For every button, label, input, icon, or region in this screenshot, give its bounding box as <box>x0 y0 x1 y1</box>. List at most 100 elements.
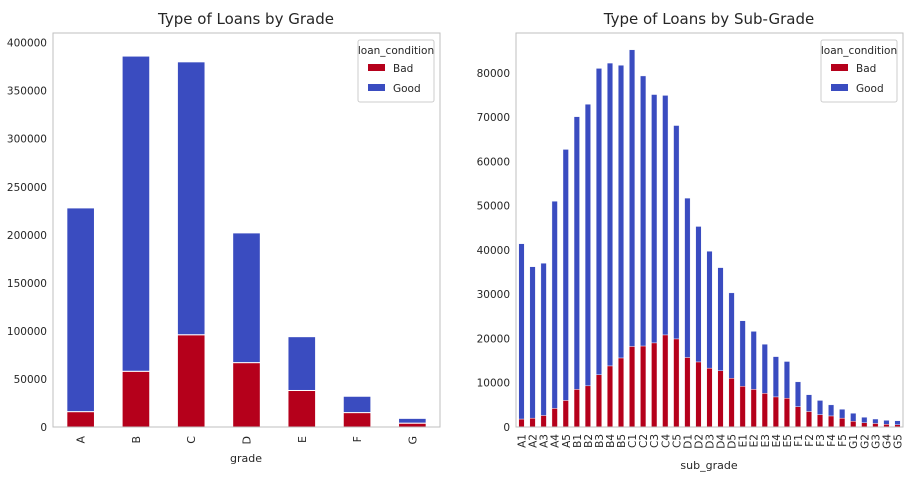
bar-bad-E <box>287 389 317 428</box>
y-tick-label: 20000 <box>477 333 510 345</box>
bar-good-D1 <box>684 197 691 358</box>
bar-bad-E5 <box>783 398 790 428</box>
y-tick-label: 50000 <box>477 201 510 213</box>
x-tick-label: F5 <box>837 434 849 447</box>
plot-frame <box>52 32 441 428</box>
x-tick-label: G <box>406 436 419 445</box>
bar-good-F5 <box>839 409 846 419</box>
x-tick-label: D4 <box>716 434 728 449</box>
y-tick-label: 70000 <box>477 112 510 124</box>
x-tick-label: G1 <box>848 434 860 449</box>
bar-bad-D <box>232 362 261 428</box>
bar-good-F1 <box>794 381 801 407</box>
bar-good-B5 <box>618 65 625 359</box>
bar-good-F4 <box>828 404 835 417</box>
legend-title: loan_condition <box>358 45 434 57</box>
x-tick-label: A3 <box>539 434 551 448</box>
bar-bad-B <box>121 370 151 428</box>
bar-bad-F2 <box>806 411 812 428</box>
chart-title: Type of Loans by Sub-Grade <box>603 10 814 28</box>
x-tick-label: F1 <box>793 434 805 447</box>
bar-bad-B1 <box>573 389 580 428</box>
bar-good-G3 <box>872 418 879 424</box>
bar-good-G4 <box>883 420 890 425</box>
bar-good-G1 <box>850 413 857 422</box>
bar-bad-D5 <box>728 378 735 428</box>
y-tick-labels: 0 10000 20000 30000 40000 50000 60000 70000 8000… <box>477 68 510 434</box>
bar-good-E5 <box>783 361 790 399</box>
x-tick-label: C1 <box>627 434 639 448</box>
bar-good-E2 <box>750 331 757 390</box>
y-tick-label: 30000 <box>477 289 510 301</box>
x-tick-label: C2 <box>638 434 650 448</box>
x-tick-label: A2 <box>528 434 540 448</box>
x-tick-label: F <box>351 436 364 442</box>
y-tick-label: 400000 <box>7 38 47 50</box>
bar-series <box>518 49 901 428</box>
bar-good-E3 <box>761 344 768 394</box>
x-tick-label: C4 <box>660 434 672 448</box>
bar-bad-A5 <box>562 400 569 428</box>
bar-good-D2 <box>695 226 702 363</box>
bar-good-E1 <box>739 320 746 387</box>
x-tick-label: D2 <box>693 434 705 449</box>
bar-bad-D3 <box>706 367 713 428</box>
grade-chart: Type of Loans by Grade grade 0 50000 10000… <box>7 10 441 465</box>
bar-bad-E2 <box>750 389 757 428</box>
bar-bad-C1 <box>629 346 636 428</box>
bar-good-A5 <box>562 149 569 401</box>
legend-label-bad: Bad <box>393 63 413 75</box>
legend-swatch-bad <box>368 64 385 71</box>
y-tick-label: 0 <box>40 422 47 434</box>
x-tick-label: B3 <box>594 434 606 448</box>
bar-good-G5 <box>894 420 901 425</box>
x-tick-label: C <box>185 436 198 444</box>
x-tick-label: F4 <box>826 434 838 447</box>
bar-good-B <box>121 55 151 372</box>
bar-bad-D2 <box>695 361 702 428</box>
x-tick-label: A4 <box>550 434 562 448</box>
y-tick-label: 300000 <box>7 134 47 146</box>
bar-bad-G3 <box>872 423 879 428</box>
y-tick-label: 250000 <box>7 182 47 194</box>
bar-bad-A4 <box>551 408 558 428</box>
x-axis-label: sub_grade <box>680 459 737 472</box>
bar-bad-C5 <box>673 338 680 428</box>
bar-bad-G2 <box>861 422 868 428</box>
x-tick-label: F2 <box>804 434 816 447</box>
legend-swatch-bad <box>831 64 848 71</box>
y-tick-label: 60000 <box>477 156 510 168</box>
bar-good-D3 <box>706 251 713 369</box>
bar-bad-E1 <box>739 386 746 428</box>
x-tick-label: E5 <box>782 434 794 447</box>
bar-bad-E4 <box>772 396 779 428</box>
y-tick-label: 10000 <box>477 378 510 390</box>
chart-title: Type of Loans by Grade <box>157 10 334 28</box>
bar-bad-E3 <box>761 393 768 428</box>
x-tick-label: B2 <box>583 434 595 448</box>
x-tick-labels: A1 A2 A3 A4 A5 B1 B2 B3 B4 B5 C1 C2 C3 C4 C5 D1 D2 D3 D4 D5… <box>517 434 905 449</box>
bar-bad-F <box>342 412 372 428</box>
x-tick-label: A <box>75 436 88 444</box>
x-tick-label: E1 <box>738 434 750 447</box>
bar-good-F2 <box>806 394 812 412</box>
bar-good-D5 <box>728 292 735 379</box>
x-tick-label: A5 <box>561 434 573 448</box>
bar-good-G <box>398 417 427 424</box>
y-tick-label: 350000 <box>7 86 47 98</box>
x-tick-label: E4 <box>771 434 783 448</box>
bar-bad-A1 <box>518 418 525 428</box>
sub-grade-chart: Type of Loans by Sub-Grade sub_grade 0 10… <box>477 10 905 472</box>
y-tick-label: 150000 <box>7 278 47 290</box>
bar-bad-D1 <box>684 357 691 428</box>
legend-swatch-good <box>368 84 385 91</box>
y-tick-label: 0 <box>503 422 510 434</box>
y-tick-label: 100000 <box>7 326 47 338</box>
x-tick-label: G2 <box>859 434 871 449</box>
bar-good-E4 <box>772 356 779 398</box>
bar-good-B4 <box>607 62 613 367</box>
x-tick-label: F3 <box>815 434 827 447</box>
bar-bad-A2 <box>529 417 536 428</box>
y-tick-label: 40000 <box>477 245 510 257</box>
